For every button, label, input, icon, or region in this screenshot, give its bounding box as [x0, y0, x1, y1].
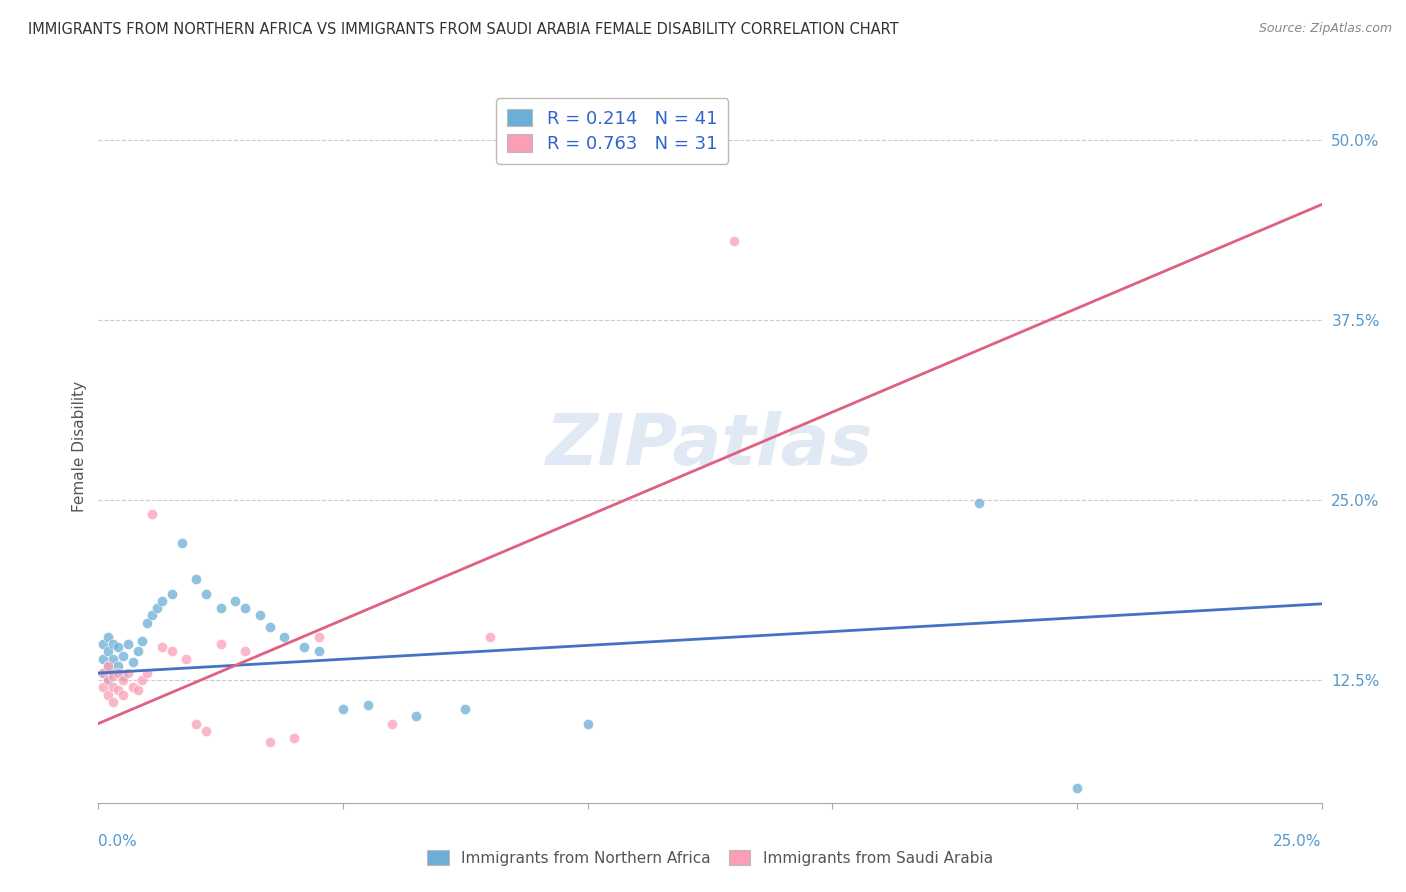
Point: [101, 695, 124, 709]
Text: IMMIGRANTS FROM NORTHERN AFRICA VS IMMIGRANTS FROM SAUDI ARABIA FEMALE DISABILIT: IMMIGRANTS FROM NORTHERN AFRICA VS IMMIG…: [28, 22, 898, 37]
Point: [91, 681, 114, 695]
Point: [107, 640, 129, 654]
Text: ZIPatlas: ZIPatlas: [547, 411, 873, 481]
Point: [186, 716, 208, 731]
Point: [170, 536, 193, 550]
Point: [97, 673, 120, 688]
Point: [91, 637, 114, 651]
Point: [283, 731, 305, 745]
Point: [107, 658, 129, 673]
Point: [224, 594, 246, 608]
Point: [136, 666, 159, 681]
Point: [97, 688, 120, 702]
Point: [127, 683, 149, 698]
Point: [111, 688, 134, 702]
Point: [117, 666, 139, 681]
Point: [111, 673, 134, 688]
Point: [233, 644, 256, 658]
Point: [381, 716, 404, 731]
Text: 25.0%: 25.0%: [1274, 834, 1322, 849]
Point: [1066, 781, 1088, 796]
Legend: Immigrants from Northern Africa, Immigrants from Saudi Arabia: Immigrants from Northern Africa, Immigra…: [420, 843, 1000, 873]
Point: [195, 723, 218, 738]
Point: [186, 572, 208, 586]
Point: [97, 658, 120, 673]
Point: [405, 709, 427, 723]
Text: 0.0%: 0.0%: [98, 834, 138, 849]
Point: [97, 644, 120, 658]
Point: [576, 716, 599, 731]
Point: [101, 637, 124, 651]
Point: [101, 681, 124, 695]
Point: [150, 640, 173, 654]
Point: [259, 620, 281, 634]
Point: [121, 681, 143, 695]
Point: [967, 496, 990, 510]
Point: [292, 640, 315, 654]
Point: [233, 601, 256, 615]
Point: [131, 634, 153, 648]
Point: [332, 702, 354, 716]
Point: [111, 648, 134, 663]
Point: [107, 666, 129, 681]
Point: [195, 587, 218, 601]
Point: [723, 234, 745, 248]
Point: [97, 673, 120, 688]
Point: [91, 666, 114, 681]
Point: [259, 735, 281, 749]
Point: [141, 508, 163, 522]
Point: [356, 698, 378, 712]
Point: [160, 644, 183, 658]
Point: [209, 601, 232, 615]
Point: [141, 608, 163, 623]
Point: [107, 683, 129, 698]
Point: [249, 608, 271, 623]
Point: [131, 673, 153, 688]
Point: [101, 651, 124, 665]
Point: [91, 666, 114, 681]
Point: [454, 702, 477, 716]
Point: [150, 594, 173, 608]
Y-axis label: Female Disability: Female Disability: [72, 380, 87, 512]
Point: [160, 587, 183, 601]
Point: [478, 630, 501, 644]
Point: [209, 637, 232, 651]
Point: [97, 630, 120, 644]
Point: [308, 630, 330, 644]
Point: [136, 615, 159, 630]
Point: [111, 669, 134, 683]
Point: [101, 669, 124, 683]
Point: [97, 658, 120, 673]
Point: [117, 637, 139, 651]
Point: [146, 601, 169, 615]
Point: [308, 644, 330, 658]
Point: [101, 666, 124, 681]
Point: [121, 655, 143, 669]
Point: [273, 630, 295, 644]
Point: [91, 651, 114, 665]
Point: [127, 644, 149, 658]
Text: Source: ZipAtlas.com: Source: ZipAtlas.com: [1258, 22, 1392, 36]
Point: [176, 651, 198, 665]
